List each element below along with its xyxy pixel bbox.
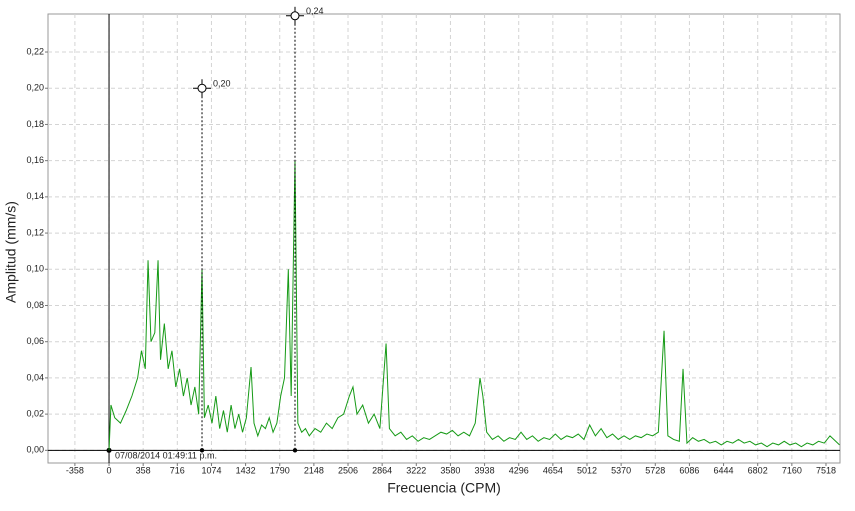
x-tick-label: 4654: [543, 465, 563, 475]
x-tick-label: 5370: [611, 465, 631, 475]
x-tick-label: 1074: [201, 465, 221, 475]
x-tick-label: 2148: [304, 465, 324, 475]
x-axis-title: Frecuencia (CPM): [387, 480, 501, 496]
x-tick-label: 7160: [782, 465, 802, 475]
x-tick-label: 4296: [509, 465, 529, 475]
x-tick-label: 6086: [679, 465, 699, 475]
cursor-foot: [292, 448, 298, 453]
cursor-marker: [197, 83, 207, 93]
x-tick-label: 1432: [236, 465, 256, 475]
cursor-label: 0,24: [306, 6, 324, 16]
annotation: 07/08/2014 01:49:11 p.m.: [115, 451, 217, 461]
x-tick-label: 0: [107, 465, 112, 475]
y-tick-label: 0,00: [26, 445, 44, 455]
x-tick-label: 3580: [440, 465, 460, 475]
y-tick-label: 0,08: [26, 300, 44, 310]
x-tick-label: 2506: [338, 465, 358, 475]
x-tick-label: 2864: [372, 465, 392, 475]
x-tick-label: 3938: [475, 465, 495, 475]
y-tick-label: 0,02: [26, 408, 44, 418]
y-tick-label: 0,16: [26, 155, 44, 165]
cursor-marker: [290, 11, 300, 21]
y-tick-label: 0,20: [26, 83, 44, 93]
spectrum-line: [108, 160, 840, 451]
x-tick-label: 3222: [406, 465, 426, 475]
plot-area: [47, 13, 841, 464]
x-tick-label: 7518: [816, 465, 836, 475]
y-tick-label: 0,04: [26, 372, 44, 382]
x-tick-label: 1790: [270, 465, 290, 475]
cursor-foot: [199, 448, 205, 453]
x-tick-label: 716: [170, 465, 185, 475]
y-tick-label: 0,22: [26, 46, 44, 56]
y-tick-label: 0,12: [26, 227, 44, 237]
y-tick-label: 0,18: [26, 119, 44, 129]
x-tick-label: -358: [66, 465, 84, 475]
x-tick-label: 5728: [645, 465, 665, 475]
x-tick-label: 6444: [714, 465, 734, 475]
x-tick-label: 6802: [748, 465, 768, 475]
y-tick-label: 0,10: [26, 264, 44, 274]
cursor-label: 0,20: [213, 79, 231, 89]
y-tick-label: 0,14: [26, 191, 44, 201]
x-tick-label: 358: [136, 465, 151, 475]
y-tick-label: 0,06: [26, 336, 44, 346]
x-tick-label: 5012: [577, 465, 597, 475]
y-axis-title: Amplitud (mm/s): [3, 201, 19, 303]
